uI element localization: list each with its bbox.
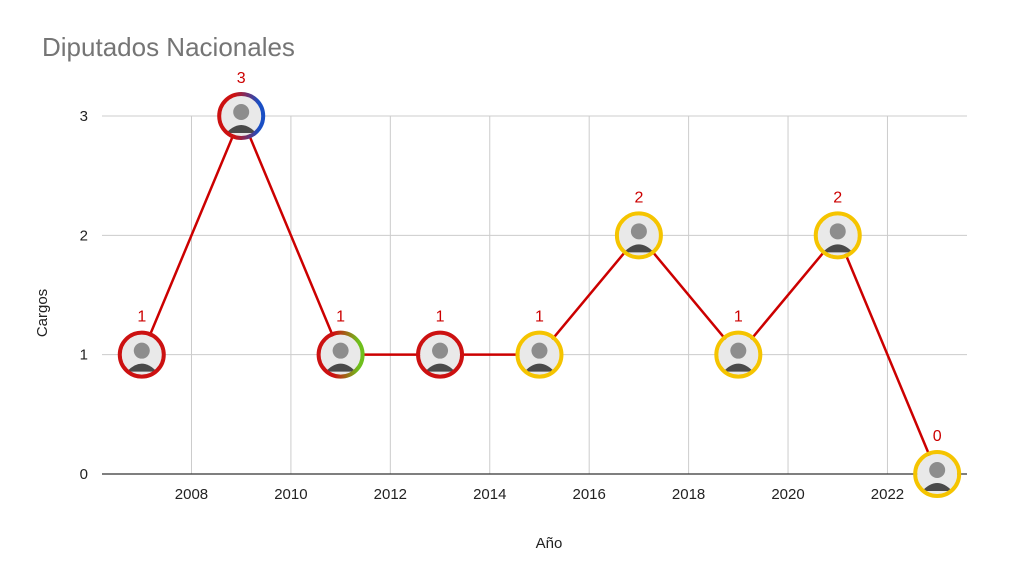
- x-tick-label: 2018: [672, 486, 705, 503]
- portrait-photo-icon: [515, 330, 564, 379]
- x-tick-label: 2010: [274, 486, 307, 503]
- portrait-photo-icon: [217, 92, 266, 140]
- data-labels: 1 3 1 1 1 2 1 2 0: [137, 70, 941, 445]
- chart-title: Diputados Nacionales: [42, 32, 295, 62]
- portrait-photo-icon: [117, 330, 166, 379]
- portrait-photo-icon: [714, 330, 763, 379]
- portrait-photo-icon: [416, 330, 465, 379]
- portrait-photo-icon: [813, 211, 862, 260]
- x-tick-label: 2022: [871, 486, 904, 503]
- data-label: 3: [237, 70, 246, 87]
- series-line: [140, 114, 939, 475]
- data-label: 2: [833, 189, 842, 206]
- grid: [102, 115, 967, 474]
- y-tick-label: 1: [80, 347, 88, 364]
- x-tick-label: 2020: [771, 486, 804, 503]
- data-label: 1: [535, 309, 544, 326]
- y-tick-label: 2: [80, 227, 88, 244]
- data-label: 1: [436, 309, 445, 326]
- x-tick-label: 2014: [473, 486, 506, 503]
- data-label: 0: [933, 428, 942, 445]
- x-axis-label: Año: [536, 535, 563, 552]
- portrait-photo-icon: [316, 330, 365, 379]
- portrait-photo-icon: [913, 450, 962, 498]
- data-label: 2: [634, 189, 643, 206]
- data-label: 1: [137, 309, 146, 326]
- y-tick-label: 0: [80, 466, 88, 483]
- x-tick-label: 2016: [572, 486, 605, 503]
- y-axis-label: Cargos: [34, 289, 51, 337]
- y-tick-label: 3: [80, 108, 88, 125]
- x-tick-label: 2008: [175, 486, 208, 503]
- x-tick-label: 2012: [374, 486, 407, 503]
- portrait-photo-icon: [614, 211, 663, 260]
- data-label: 1: [336, 309, 345, 326]
- data-label: 1: [734, 309, 743, 326]
- series: [117, 92, 962, 498]
